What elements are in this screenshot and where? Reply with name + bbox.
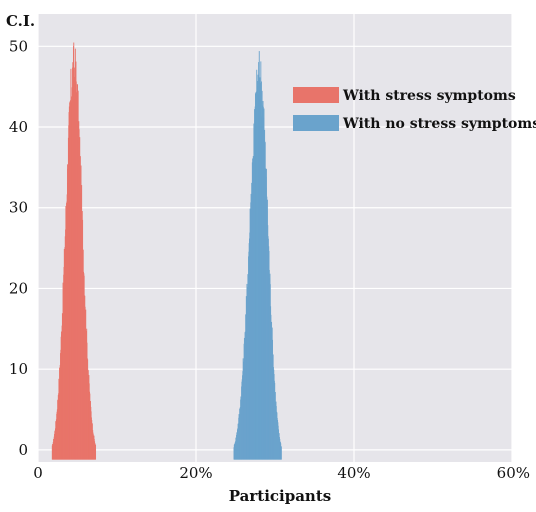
y-tick-labels: 0 10 20 30 40 50: [9, 37, 28, 459]
histogram-bars: [51, 42, 282, 460]
series-bars: [51, 42, 97, 460]
x-tick-label: 40%: [337, 464, 370, 482]
histogram-bar: [95, 444, 97, 460]
legend-label: With no stress symptoms: [342, 116, 536, 132]
y-tick-label: 30: [9, 199, 28, 217]
y-tick-label: 10: [9, 360, 28, 378]
x-tick-labels: 0 20% 40% 60%: [33, 464, 530, 482]
y-tick-label: 40: [9, 118, 28, 136]
y-tick-label: 20: [9, 279, 28, 297]
grid-lines: [37, 14, 513, 462]
legend-swatch: [293, 87, 339, 103]
y-axis-title: C.I.: [6, 12, 35, 30]
legend: With stress symptoms With no stress sympt…: [293, 87, 536, 132]
legend-swatch: [293, 115, 339, 131]
y-tick-label: 50: [9, 37, 28, 55]
x-tick-label: 60%: [497, 464, 530, 482]
y-tick-label: 0: [18, 441, 28, 459]
x-tick-label: 20%: [179, 464, 212, 482]
x-axis-title: Participants: [229, 487, 331, 505]
legend-label: With stress symptoms: [342, 88, 516, 104]
series-bars: [233, 51, 282, 460]
histogram-bar: [280, 446, 282, 460]
x-tick-label: 0: [33, 464, 43, 482]
